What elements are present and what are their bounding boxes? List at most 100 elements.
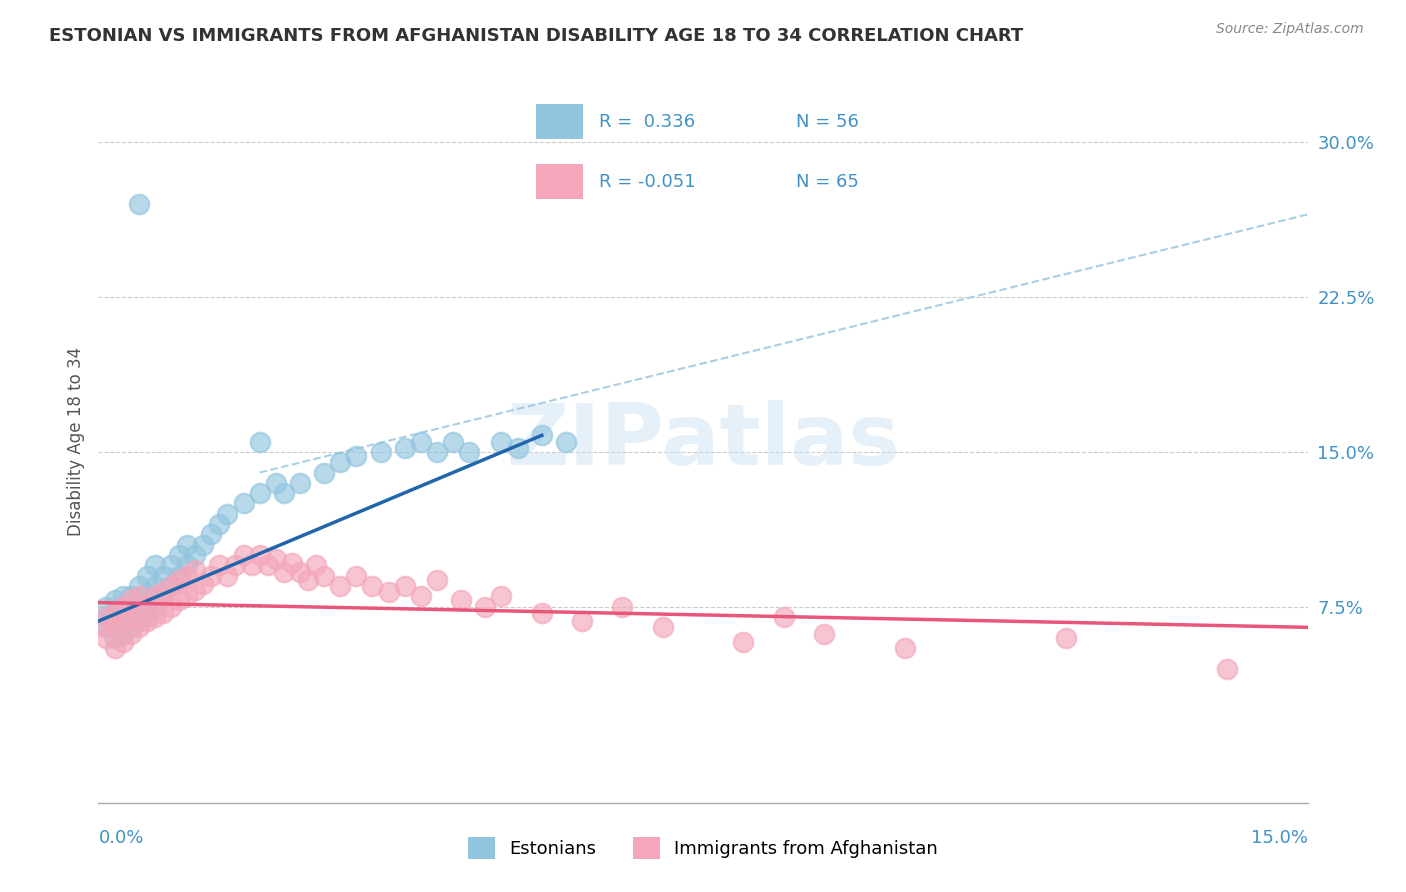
- Point: [111, 614, 134, 628]
- Point: [893, 640, 915, 655]
- Point: [128, 620, 150, 634]
- Point: [344, 449, 367, 463]
- Point: [176, 538, 198, 552]
- Text: N = 65: N = 65: [796, 173, 859, 191]
- Point: [491, 590, 513, 604]
- Point: [217, 568, 239, 582]
- Point: [450, 593, 472, 607]
- FancyBboxPatch shape: [536, 104, 583, 139]
- Point: [128, 197, 150, 211]
- Point: [160, 579, 183, 593]
- Point: [184, 583, 207, 598]
- Text: 0.0%: 0.0%: [98, 829, 143, 847]
- Point: [135, 614, 157, 628]
- Point: [426, 445, 449, 459]
- Point: [232, 496, 254, 510]
- Point: [394, 579, 416, 593]
- Point: [120, 610, 142, 624]
- Point: [249, 434, 271, 449]
- Point: [249, 486, 271, 500]
- Point: [193, 577, 215, 591]
- Legend: Estonians, Immigrants from Afghanistan: Estonians, Immigrants from Afghanistan: [461, 830, 945, 866]
- Point: [273, 565, 295, 579]
- Point: [232, 548, 254, 562]
- Y-axis label: Disability Age 18 to 34: Disability Age 18 to 34: [66, 347, 84, 536]
- Point: [103, 640, 125, 655]
- Point: [128, 599, 150, 614]
- Point: [135, 598, 157, 612]
- Point: [329, 579, 352, 593]
- Text: 15.0%: 15.0%: [1250, 829, 1308, 847]
- Point: [458, 445, 481, 459]
- Point: [377, 585, 399, 599]
- Point: [297, 573, 319, 587]
- Point: [409, 590, 432, 604]
- Point: [256, 558, 278, 573]
- Point: [288, 565, 311, 579]
- Point: [176, 568, 198, 582]
- Point: [103, 620, 125, 634]
- Point: [314, 568, 336, 582]
- Point: [281, 557, 304, 571]
- Point: [506, 441, 529, 455]
- Point: [152, 568, 174, 582]
- Point: [193, 538, 215, 552]
- Point: [176, 590, 198, 604]
- Point: [772, 610, 794, 624]
- Point: [152, 585, 174, 599]
- Point: [530, 428, 553, 442]
- Point: [184, 562, 207, 576]
- Point: [128, 590, 150, 604]
- Point: [200, 527, 222, 541]
- Point: [264, 475, 287, 490]
- Point: [530, 606, 553, 620]
- Point: [1054, 631, 1077, 645]
- Point: [160, 558, 183, 573]
- Point: [329, 455, 352, 469]
- Point: [143, 590, 166, 604]
- Point: [733, 634, 755, 648]
- Point: [103, 631, 125, 645]
- Text: R = -0.051: R = -0.051: [599, 173, 696, 191]
- Point: [288, 475, 311, 490]
- Point: [111, 599, 134, 614]
- Point: [555, 434, 578, 449]
- Point: [135, 590, 157, 604]
- Point: [612, 599, 634, 614]
- Point: [167, 573, 190, 587]
- Text: N = 56: N = 56: [796, 112, 859, 130]
- Point: [314, 466, 336, 480]
- Point: [305, 558, 328, 573]
- Point: [96, 599, 118, 614]
- Point: [135, 610, 157, 624]
- Point: [160, 599, 183, 614]
- Point: [135, 568, 157, 582]
- FancyBboxPatch shape: [536, 164, 583, 199]
- Point: [240, 558, 263, 573]
- Point: [103, 614, 125, 628]
- Point: [361, 579, 384, 593]
- Point: [120, 620, 142, 634]
- Point: [167, 548, 190, 562]
- Point: [344, 568, 367, 582]
- Point: [120, 590, 142, 604]
- Point: [143, 610, 166, 624]
- Point: [249, 548, 271, 562]
- Point: [128, 579, 150, 593]
- Text: ZIPatlas: ZIPatlas: [506, 400, 900, 483]
- Point: [1216, 662, 1239, 676]
- Point: [96, 631, 118, 645]
- Point: [143, 579, 166, 593]
- Point: [167, 593, 190, 607]
- Point: [176, 558, 198, 573]
- Point: [217, 507, 239, 521]
- Point: [111, 634, 134, 648]
- Point: [111, 599, 134, 614]
- Point: [813, 626, 835, 640]
- Point: [571, 614, 593, 628]
- Point: [208, 558, 231, 573]
- Point: [651, 620, 673, 634]
- Point: [264, 552, 287, 566]
- Point: [111, 590, 134, 604]
- Point: [152, 590, 174, 604]
